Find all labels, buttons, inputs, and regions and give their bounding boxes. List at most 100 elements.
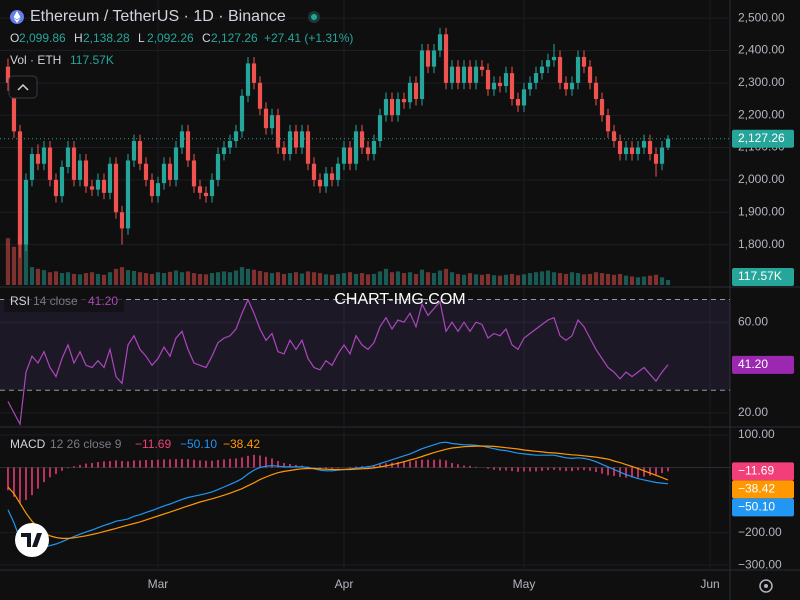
candle-body (551, 56, 557, 61)
x-tick-label: Jun (700, 577, 719, 591)
candle-body (293, 131, 299, 148)
candle-body (515, 99, 521, 106)
macd-histogram-bar (433, 459, 435, 468)
volume-bar (335, 273, 341, 285)
macd-histogram-bar (91, 462, 93, 468)
candle-body (383, 99, 389, 116)
volume-bar (419, 269, 425, 285)
price-tick-label: 2,500.00 (738, 10, 785, 24)
candle-body (149, 179, 155, 197)
settings-icon[interactable] (759, 579, 773, 593)
volume-bar (155, 272, 161, 285)
candle-body (479, 66, 485, 70)
macd-tick-label: 100.00 (738, 427, 775, 441)
candle-body (305, 131, 311, 164)
candle-body (263, 108, 269, 129)
candle-body (59, 166, 65, 197)
macd-tick-label: −200.00 (738, 525, 782, 539)
candle-body (239, 95, 245, 132)
volume-bar (197, 273, 203, 285)
volume-bar (83, 273, 89, 285)
macd-histogram-bar (31, 467, 33, 496)
candle-body (35, 154, 41, 164)
collapse-button[interactable] (8, 75, 38, 99)
macd-histogram-bar (79, 464, 81, 468)
volume-bar (455, 273, 461, 285)
settings-icon-core (764, 584, 768, 588)
volume-bar (551, 272, 557, 285)
price-tick-label: 1,900.00 (738, 204, 785, 218)
macd-histogram-bar (331, 467, 333, 469)
tv-logo[interactable] (15, 523, 49, 557)
ohlc-value: 2,099.86 (19, 31, 66, 45)
volume-bar (287, 273, 293, 285)
volume-bar (59, 273, 65, 285)
candle-body (395, 99, 401, 116)
candle-body (287, 131, 293, 155)
candle-body (389, 99, 395, 116)
macd-histogram-bar (97, 461, 99, 468)
macd-histogram-bar (547, 467, 549, 471)
macd-histogram-bar (193, 459, 195, 468)
macd-histogram-bar (19, 467, 21, 504)
macd-histogram-bar (577, 467, 579, 471)
volume-bar (407, 272, 413, 285)
candle-body (347, 147, 353, 164)
volume-bar (527, 273, 533, 285)
candle-body (11, 82, 17, 132)
volume-bar (485, 273, 491, 285)
macd-histogram-bar (139, 460, 141, 468)
volume-bar (281, 273, 287, 285)
macd-histogram-bar (205, 460, 207, 468)
macd-histogram-bar (667, 467, 669, 472)
candle-body (587, 66, 593, 83)
candle-body (311, 163, 317, 180)
volume-bar (269, 273, 275, 285)
candle-body (377, 115, 383, 142)
volume-bar (23, 244, 29, 285)
candle-body (449, 66, 455, 83)
candle-body (563, 82, 569, 90)
volume-bar (521, 274, 527, 285)
macd-histogram-bar (169, 459, 171, 468)
macd-histogram-bar (25, 467, 27, 501)
ohlc-value: 2,092.26 (147, 31, 194, 45)
macd-histogram-bar (379, 464, 381, 468)
candle-body (605, 115, 611, 132)
candle-body (581, 56, 587, 67)
macd-histogram-bar (355, 466, 357, 468)
candle-body (491, 82, 497, 90)
candle-body (437, 34, 443, 51)
volume-bar (515, 275, 521, 285)
volume-bar (107, 272, 113, 285)
volume-tag-bg (732, 268, 794, 286)
macd-histogram-bar (373, 465, 375, 468)
candle-body (203, 192, 209, 197)
volume-bar (341, 273, 347, 285)
volume-bar (173, 270, 179, 285)
volume-bar (641, 276, 647, 285)
ohlc-value: 2,138.28 (83, 31, 130, 45)
candle-body (227, 141, 233, 148)
volume-bar (203, 274, 209, 285)
macd-histogram-bar (469, 465, 471, 468)
candle-body (113, 163, 119, 213)
volume-bar (323, 274, 329, 285)
candle-body (269, 115, 275, 129)
volume-bar (629, 276, 635, 285)
volume-bar (317, 273, 323, 285)
volume-bar (647, 275, 653, 285)
macd-histogram-bar (325, 467, 327, 470)
volume-bar (359, 273, 365, 285)
macd-histogram-bar (217, 460, 219, 468)
macd-histogram-tag: −11.69 (738, 464, 774, 478)
volume-bar (209, 273, 215, 285)
candle-body (83, 160, 89, 187)
rsi-params: 14 close (33, 294, 78, 308)
candle-body (173, 147, 179, 180)
candle-body (257, 82, 263, 109)
volume-bar (545, 270, 551, 285)
macd-histogram-bar (601, 467, 603, 474)
volume-bar (533, 272, 539, 285)
candle-body (89, 186, 95, 190)
